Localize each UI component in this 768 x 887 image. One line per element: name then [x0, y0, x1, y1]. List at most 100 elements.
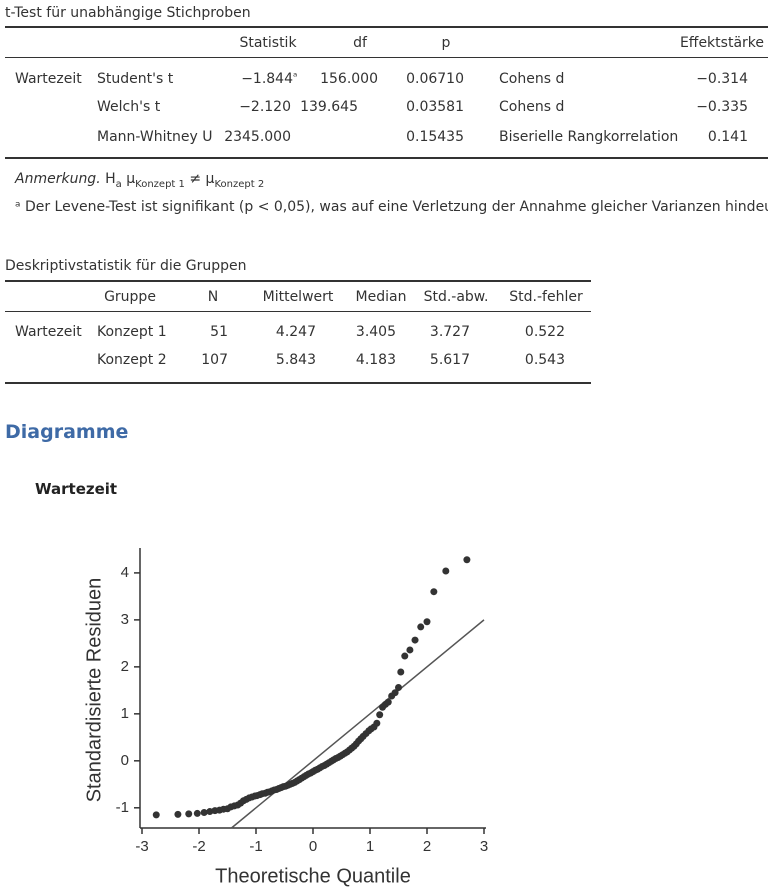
point: [430, 588, 438, 596]
variable: Wartezeit: [15, 324, 82, 340]
reference-line: [231, 619, 485, 829]
cell: Konzept 2: [97, 352, 167, 368]
column-header: p: [441, 35, 451, 51]
cell: 156.000: [320, 71, 378, 87]
point: [411, 636, 419, 644]
cell: 0.06710: [406, 71, 464, 87]
cell: 5.617: [429, 352, 470, 368]
x-tick-label: -3: [135, 838, 148, 855]
footnote-mark: ᵃ: [15, 199, 21, 215]
y-tick-label: 3: [121, 611, 129, 628]
variable: Wartezeit: [15, 71, 82, 87]
cell: 0.522: [524, 324, 565, 340]
table-title: t-Test für unabhängige Stichproben: [5, 5, 251, 21]
cell: 4.183: [355, 352, 396, 368]
cell: −2.120: [239, 99, 291, 115]
plot-title: Wartezeit: [35, 480, 118, 498]
rule: [5, 26, 768, 28]
column-header: Effektstärke: [679, 35, 764, 51]
column-header: df: [353, 35, 367, 51]
column-header: Median: [355, 289, 407, 305]
point: [152, 811, 160, 819]
note-neq: ≠: [189, 171, 202, 187]
note-sub: Konzept 1: [135, 178, 185, 190]
rule: [5, 57, 768, 58]
x-tick-label: 1: [366, 838, 374, 855]
y-tick-label: 1: [121, 705, 129, 722]
rule: [5, 280, 591, 282]
column-header: Std.-abw.: [423, 289, 489, 305]
cell: 4.247: [275, 324, 316, 340]
point: [391, 689, 399, 697]
cell: Konzept 1: [97, 324, 167, 340]
footnote-mark: ᵃ: [293, 70, 298, 83]
cell: Biserielle Rangkorrelation: [499, 129, 679, 145]
x-axis-label: Theoretische Quantile: [215, 865, 411, 887]
rule: [5, 311, 591, 312]
note-h: H: [105, 171, 116, 187]
cell: 0.543: [524, 352, 565, 368]
point: [417, 623, 425, 631]
point: [376, 711, 384, 719]
cell: Welch's t: [97, 99, 161, 115]
column-header: N: [207, 289, 219, 305]
footnote-text: Der Levene-Test ist signifikant (p < 0,0…: [24, 199, 768, 215]
point: [442, 567, 450, 575]
cell: 2345.000: [224, 129, 291, 145]
point: [463, 556, 471, 564]
footnote: ᵃ Der Levene-Test ist signifikant (p < 0…: [15, 198, 768, 216]
point: [200, 808, 208, 816]
y-tick-label: 0: [121, 752, 129, 769]
note-label: Anmerkung.: [15, 171, 101, 187]
cell: 5.843: [275, 352, 316, 368]
column-header: Std.-fehler: [509, 289, 583, 305]
cell: Student's t: [97, 71, 174, 87]
point: [174, 810, 182, 818]
table-title: Deskriptivstatistik für die Gruppen: [5, 258, 247, 274]
cell: Cohens d: [499, 99, 565, 115]
note-mu: μ: [126, 171, 136, 187]
x-tick-label: 0: [309, 838, 317, 855]
column-header: Statistik: [239, 35, 297, 51]
cell: −0.335: [696, 99, 748, 115]
note-sub: Konzept 2: [214, 178, 265, 190]
point: [193, 809, 201, 817]
y-tick-label: 2: [121, 658, 129, 675]
point: [373, 719, 381, 727]
y-tick-label: 4: [121, 564, 129, 581]
cell: 3.405: [355, 324, 396, 340]
x-tick-label: 2: [423, 838, 431, 855]
rule: [5, 382, 591, 384]
cell: 139.645: [300, 99, 358, 115]
rule: [5, 157, 768, 159]
x-tick-label: -2: [192, 838, 205, 855]
cell: 3.727: [429, 324, 470, 340]
point: [423, 618, 431, 626]
cell: 0.141: [707, 129, 748, 145]
cell: 0.03581: [406, 99, 464, 115]
point: [384, 698, 392, 706]
cell: 107: [201, 352, 228, 368]
x-tick-label: -1: [249, 838, 262, 855]
point: [395, 684, 402, 692]
note-mu: μ: [205, 171, 215, 187]
column-header: Mittelwert: [262, 289, 334, 305]
point: [406, 646, 414, 654]
point: [401, 652, 409, 660]
cell: 51: [210, 324, 228, 340]
point: [397, 668, 405, 676]
note: Anmerkung. Ha μKonzept 1 ≠ μKonzept 2: [15, 170, 264, 194]
cell: −0.314: [696, 71, 748, 87]
y-tick-label: -1: [116, 799, 129, 816]
section-heading: Diagramme: [5, 421, 129, 443]
cell: −1.844: [241, 71, 293, 87]
note-h-sub: a: [115, 178, 122, 190]
y-axis-label: Standardisierte Residuen: [83, 578, 105, 803]
x-tick-label: 3: [480, 838, 488, 855]
chart: Theoretische Quantile Standardisierte Re…: [83, 548, 488, 887]
column-header: Gruppe: [104, 289, 156, 305]
cell: Mann-Whitney U: [97, 129, 213, 145]
cell: 0.15435: [406, 129, 464, 145]
point: [185, 810, 193, 818]
